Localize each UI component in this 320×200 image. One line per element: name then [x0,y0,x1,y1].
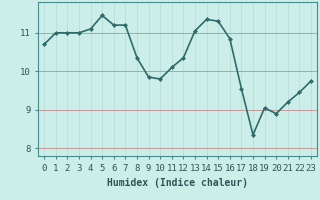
X-axis label: Humidex (Indice chaleur): Humidex (Indice chaleur) [107,178,248,188]
